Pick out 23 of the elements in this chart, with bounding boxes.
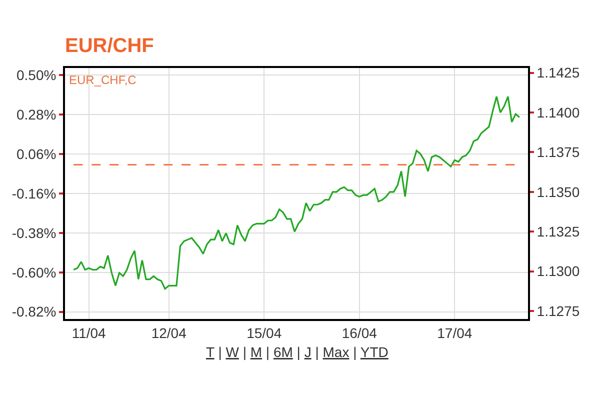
- line-series: [72, 96, 520, 290]
- y-tick-label: -0.82%: [12, 304, 56, 320]
- y2-tick-label: 1.1275: [536, 302, 580, 319]
- y-tick-label: -0.38%: [12, 224, 56, 241]
- y-tick-label: -0.60%: [12, 264, 56, 280]
- x-tick-label: 15/04: [246, 324, 282, 341]
- y2-tick-label: 1.1300: [536, 263, 580, 280]
- y-tick-label: 0.06%: [16, 146, 56, 162]
- annotation: EUR_CHF,C: [69, 73, 137, 87]
- y-tick-label: 0.28%: [16, 106, 56, 123]
- y2-tick-label: 1.1400: [536, 104, 580, 120]
- x-tick-label: 17/04: [437, 324, 472, 341]
- y2-tick-label: 1.1425: [536, 64, 580, 81]
- x-tick-label: 11/04: [72, 324, 106, 341]
- x-tick-label: 16/04: [342, 324, 378, 341]
- y-tick-label: 0.50%: [16, 67, 56, 84]
- y-tick-label: -0.16%: [12, 185, 56, 202]
- chart-title: EUR/CHF: [65, 35, 154, 57]
- y2-tick-label: 1.1350: [536, 184, 580, 200]
- y2-tick-label: 1.1375: [536, 144, 580, 160]
- y2-tick-label: 1.1325: [536, 224, 580, 240]
- text: T | W | M | 6M | J | Max | YTD: [206, 344, 388, 360]
- x-tick-label: 12/04: [151, 324, 187, 341]
